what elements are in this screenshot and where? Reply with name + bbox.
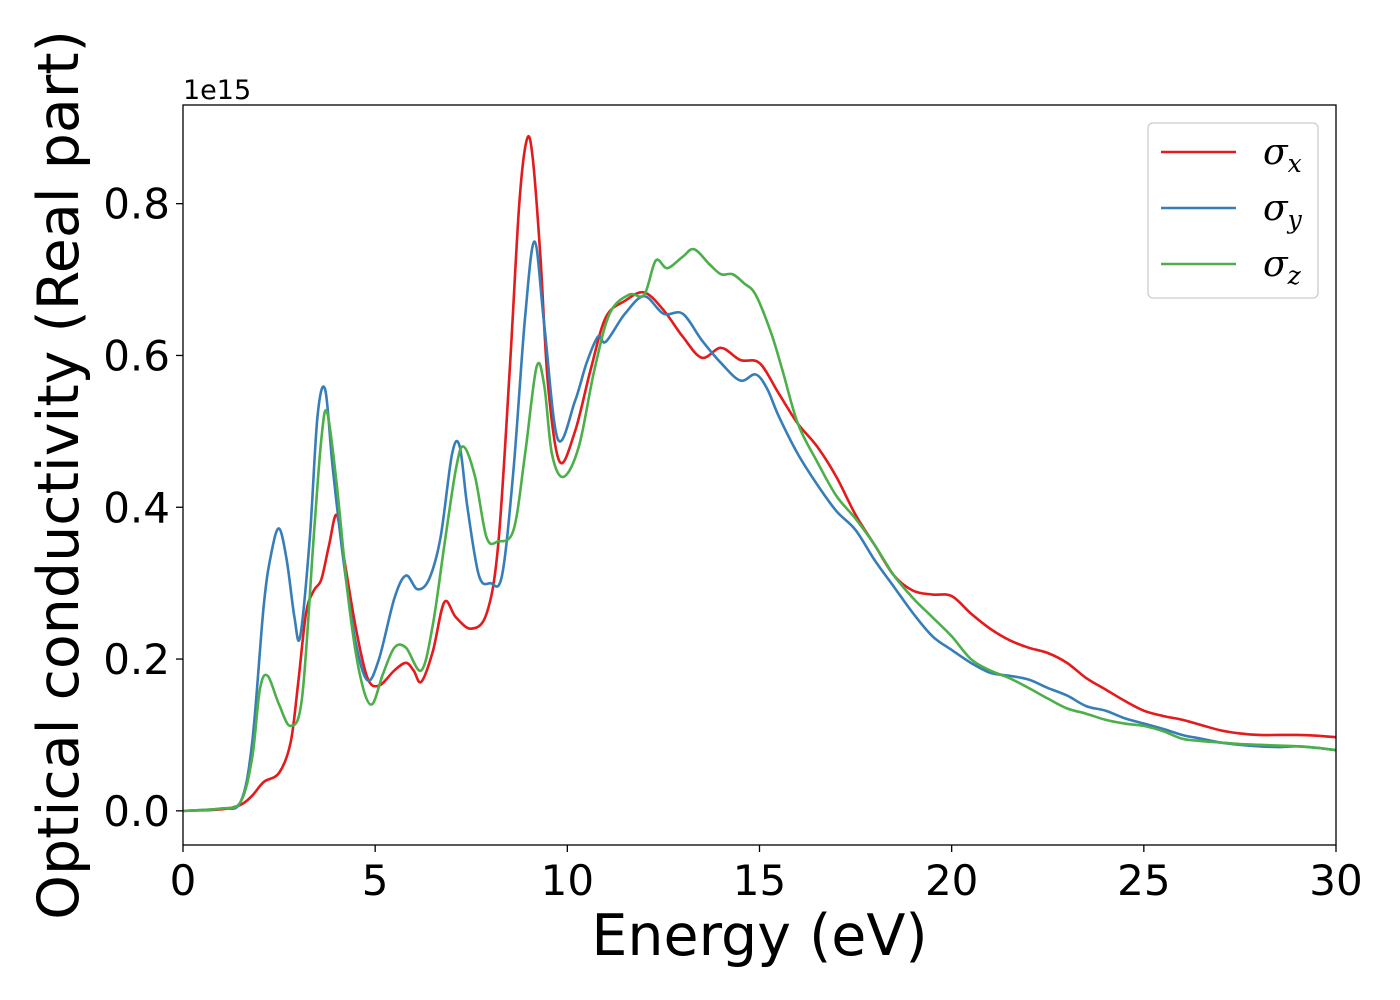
y-tick-label: 0.2 xyxy=(103,635,170,684)
x-tick-label: 15 xyxy=(733,856,786,905)
y-tick-label: 0.6 xyxy=(103,331,170,380)
plot-lines xyxy=(183,134,1336,813)
x-tick-label: 5 xyxy=(362,856,389,905)
x-tick-label: 25 xyxy=(1117,856,1170,905)
x-tick-label: 30 xyxy=(1309,856,1362,905)
x-axis: 0 5 10 15 20 25 30 xyxy=(170,845,1363,905)
legend-frame xyxy=(1147,122,1319,299)
legend-label-x: σx xyxy=(1263,132,1302,178)
x-tick-label: 0 xyxy=(170,856,197,905)
y-tick-label: 0.4 xyxy=(103,483,170,532)
x-axis-title: Energy (eV) xyxy=(591,903,927,969)
legend: σx σy σz xyxy=(1147,122,1319,299)
x-tick-label: 10 xyxy=(541,856,594,905)
series-line-z xyxy=(183,247,1336,813)
y-tick-label: 0.8 xyxy=(103,180,170,229)
y-axis-title: Optical conductivity (Real part) xyxy=(26,30,92,920)
legend-label-y: σy xyxy=(1263,188,1303,234)
legend-label-z: σz xyxy=(1263,244,1302,290)
y-axis: 0.0 0.2 0.4 0.6 0.8 xyxy=(103,180,183,836)
y-axis-offset-text: 1e15 xyxy=(183,75,251,106)
y-tick-label: 0.0 xyxy=(103,787,170,836)
x-tick-label: 20 xyxy=(925,856,978,905)
